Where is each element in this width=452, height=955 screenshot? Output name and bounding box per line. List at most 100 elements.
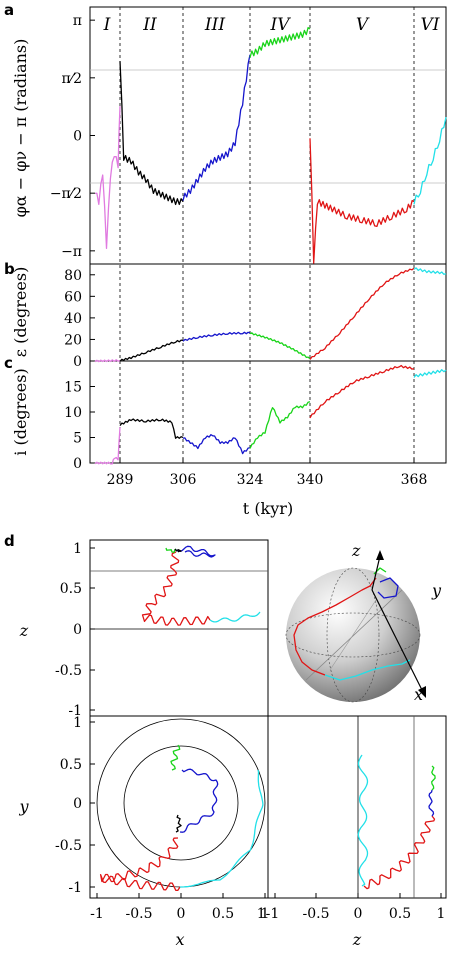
curve-c-I (94, 427, 121, 465)
sphere-axis-line2 (329, 599, 377, 671)
panel-c-ylabel: i (degrees) (11, 368, 30, 455)
curve-a-II (119, 61, 184, 206)
x-ticks: 289 306 324 340 368 (107, 458, 428, 488)
a-ytick: π⁄2 (62, 71, 82, 87)
regime-boundaries (119, 7, 415, 463)
xz-ylabel: z (19, 621, 29, 640)
x-tick-324: 324 (237, 472, 264, 488)
x-tick-340: 340 (297, 472, 324, 488)
xy-xtick: 0 (177, 906, 186, 922)
xz-curves-VI (209, 611, 261, 623)
panel-a-label: a (4, 1, 14, 19)
xy-trajectory (99, 744, 264, 892)
sphere-curve-III (377, 577, 399, 599)
xy-ytick: 0.5 (60, 757, 82, 773)
sphere-x-label: x (414, 685, 423, 704)
c-ytick-15: 15 (64, 380, 82, 396)
zy-xtick: 1 (437, 906, 446, 922)
zy-curves-IV (431, 765, 436, 791)
b-ytick-80: 80 (64, 268, 82, 284)
panel-a-ylabel: φα − φν − π (radians) (11, 39, 30, 218)
xy-inner-circle (123, 745, 239, 861)
xy-ylabel: y (18, 797, 29, 816)
xy-ytick: -0.5 (55, 838, 82, 854)
zy-frame (267, 715, 447, 899)
x-tick-306: 306 (170, 472, 197, 488)
zy-xtick: 0.5 (389, 906, 411, 922)
sphere-plot: z y x (285, 541, 442, 704)
x-tick-289: 289 (107, 472, 134, 488)
xz-curves-V (141, 551, 211, 626)
sphere-meridian (326, 567, 380, 703)
b-ytick-0: 0 (73, 354, 82, 370)
curve-a-I (94, 106, 121, 250)
regime-label-III: III (204, 15, 225, 35)
xy-xtick: -0.5 (126, 906, 153, 922)
x-tick-368: 368 (401, 472, 428, 488)
sphere-axis-line (305, 589, 403, 681)
curve-b-VI (413, 267, 447, 275)
xy-ytick: 1 (73, 715, 82, 731)
curve-c-V (309, 364, 415, 419)
zy-curves-VI (357, 754, 369, 887)
sphere-y-label: y (431, 581, 442, 600)
curve-a-V (309, 138, 415, 264)
sphere-curve-VI (324, 659, 411, 681)
xy-curves-IV (170, 744, 181, 771)
curve-c-II (119, 418, 184, 439)
b-ytick-40: 40 (64, 311, 82, 327)
sphere-z-arrow (376, 550, 384, 560)
xy-xtick: -1 (90, 906, 104, 922)
sphere-curve-V (293, 577, 377, 676)
y-ticks: π π⁄2 0 −π⁄2 −π 0 20 40 60 80 0 5 10 15 (50, 13, 95, 472)
xy-xtick: 0.5 (212, 906, 234, 922)
xy-outer-circle (96, 718, 266, 888)
a-ytick: −π (61, 244, 82, 260)
xy-curves-VI (180, 769, 264, 888)
curve-b-I (94, 359, 121, 363)
curve-b-III (182, 331, 251, 342)
regime-label-I: I (103, 15, 111, 35)
a-ytick: π (73, 13, 82, 29)
zy-trajectory (357, 754, 436, 890)
xz-ytick: 1 (73, 541, 82, 557)
regime-label-V: V (356, 15, 370, 35)
curve-a-IV (249, 26, 311, 58)
zy-curves-III (428, 789, 435, 817)
regime-label-II: II (142, 15, 157, 35)
sphere-z-axis (371, 555, 381, 591)
xz-trajectory (141, 545, 261, 626)
curve-b-II (119, 339, 184, 362)
b-ytick-60: 60 (64, 289, 82, 305)
regime-label-IV: IV (270, 15, 292, 35)
zy-xtick: 0 (354, 906, 363, 922)
panel-b-ylabel: ε (degrees) (11, 267, 30, 358)
xy-xtick: 1 (261, 906, 270, 922)
sphere-equator (285, 612, 421, 658)
a-ytick: −π⁄2 (50, 186, 82, 202)
b-ytick-20: 20 (64, 332, 82, 348)
xz-curves-IV (165, 547, 177, 553)
c-ytick-0: 0 (73, 456, 82, 472)
zy-xlabel: z (352, 930, 362, 949)
xz-curves-III (175, 545, 216, 558)
curve-a-III (182, 54, 251, 201)
xz-curves-II (174, 548, 182, 553)
panel-c-label: c (4, 354, 13, 372)
curve-c-III (182, 434, 251, 455)
xz-ytick: 0 (73, 622, 82, 638)
xy-frame (89, 715, 269, 899)
curve-a-VI (413, 116, 447, 205)
xy-curves-II (175, 814, 182, 833)
panel-a-frame (89, 6, 447, 265)
c-ytick-5: 5 (73, 431, 82, 447)
xy-ytick: -1 (68, 880, 82, 896)
xy-xlabel: x (175, 930, 184, 949)
zy-curves-V (363, 815, 436, 890)
curve-b-IV (249, 332, 311, 360)
xz-frame (89, 539, 269, 717)
xy-curves-III (179, 768, 219, 833)
xy-curves-V (99, 837, 181, 892)
sphere-x-axis (371, 589, 423, 691)
